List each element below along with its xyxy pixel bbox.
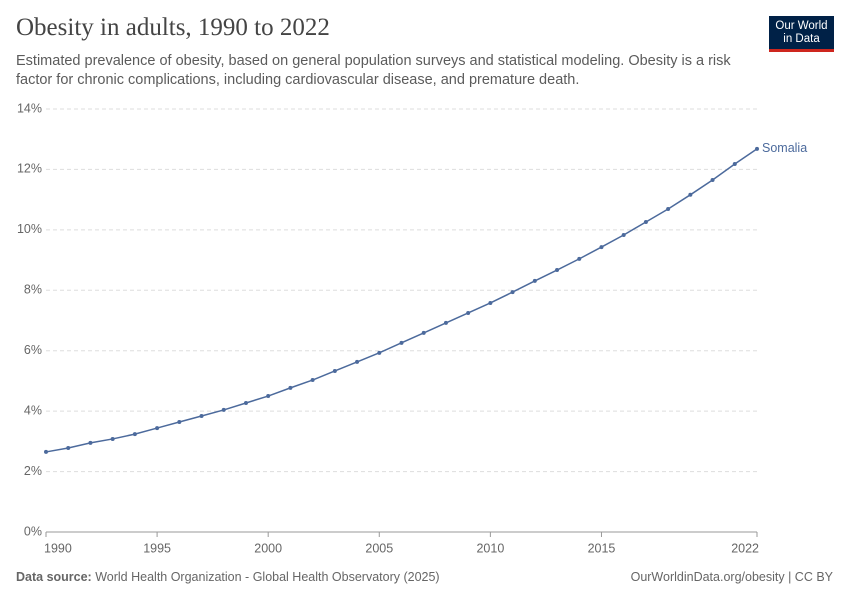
data-point xyxy=(177,420,182,425)
data-point xyxy=(555,268,560,273)
x-tick-label: 2015 xyxy=(588,541,616,555)
data-point xyxy=(332,368,337,373)
data-point xyxy=(66,446,71,451)
data-point xyxy=(421,330,426,335)
source: Data source: World Health Organization -… xyxy=(16,570,440,584)
source-label: Data source: xyxy=(16,570,92,584)
y-tick-label: 10% xyxy=(17,222,42,236)
y-tick-label: 12% xyxy=(17,162,42,176)
data-point xyxy=(532,278,537,283)
x-tick-label: 2000 xyxy=(254,541,282,555)
y-tick-label: 6% xyxy=(24,343,42,357)
data-point xyxy=(310,378,315,383)
logo-line: in Data xyxy=(783,33,820,45)
data-point xyxy=(199,413,204,418)
data-point xyxy=(688,192,693,197)
data-point xyxy=(110,436,115,441)
data-point xyxy=(599,245,604,250)
data-point xyxy=(443,320,448,325)
chart-subtitle: Estimated prevalence of obesity, based o… xyxy=(16,53,731,88)
data-point xyxy=(355,359,360,364)
data-point xyxy=(732,161,737,166)
data-point xyxy=(88,440,93,445)
data-point xyxy=(710,178,715,183)
chart-title: Obesity in adults, 1990 to 2022 xyxy=(16,14,330,41)
x-tick-label: 2022 xyxy=(731,541,759,555)
y-tick-label: 0% xyxy=(24,524,42,538)
data-point xyxy=(132,432,137,437)
data-point xyxy=(488,300,493,305)
y-tick-label: 2% xyxy=(24,464,42,478)
series-line xyxy=(45,148,758,453)
data-point xyxy=(288,385,293,390)
x-tick-label: 1990 xyxy=(44,541,72,555)
y-tick-label: 8% xyxy=(24,283,42,297)
data-point xyxy=(755,146,759,151)
logo-line: Our World xyxy=(775,20,828,32)
x-tick-label: 1995 xyxy=(143,541,171,555)
data-point xyxy=(377,350,382,355)
data-point xyxy=(221,407,226,412)
logo[interactable]: Our World in Data xyxy=(769,16,834,52)
data-point xyxy=(666,207,671,212)
y-tick-label: 4% xyxy=(24,403,42,417)
x-tick-label: 2010 xyxy=(476,541,504,555)
series-label: Somalia xyxy=(762,141,807,155)
data-point xyxy=(155,426,160,431)
url[interactable]: OurWorldinData.org/obesity | CC BY xyxy=(630,570,833,584)
data-point xyxy=(621,232,626,237)
data-point xyxy=(44,449,48,454)
data-point xyxy=(266,394,271,399)
data-point xyxy=(510,290,515,295)
y-tick-label: 14% xyxy=(17,101,42,115)
x-tick-label: 2005 xyxy=(365,541,393,555)
data-point xyxy=(243,400,248,405)
data-point xyxy=(399,340,404,345)
data-point xyxy=(466,310,471,315)
data-point xyxy=(577,256,582,261)
source-text: World Health Organization - Global Healt… xyxy=(95,570,440,584)
data-point xyxy=(643,220,648,225)
